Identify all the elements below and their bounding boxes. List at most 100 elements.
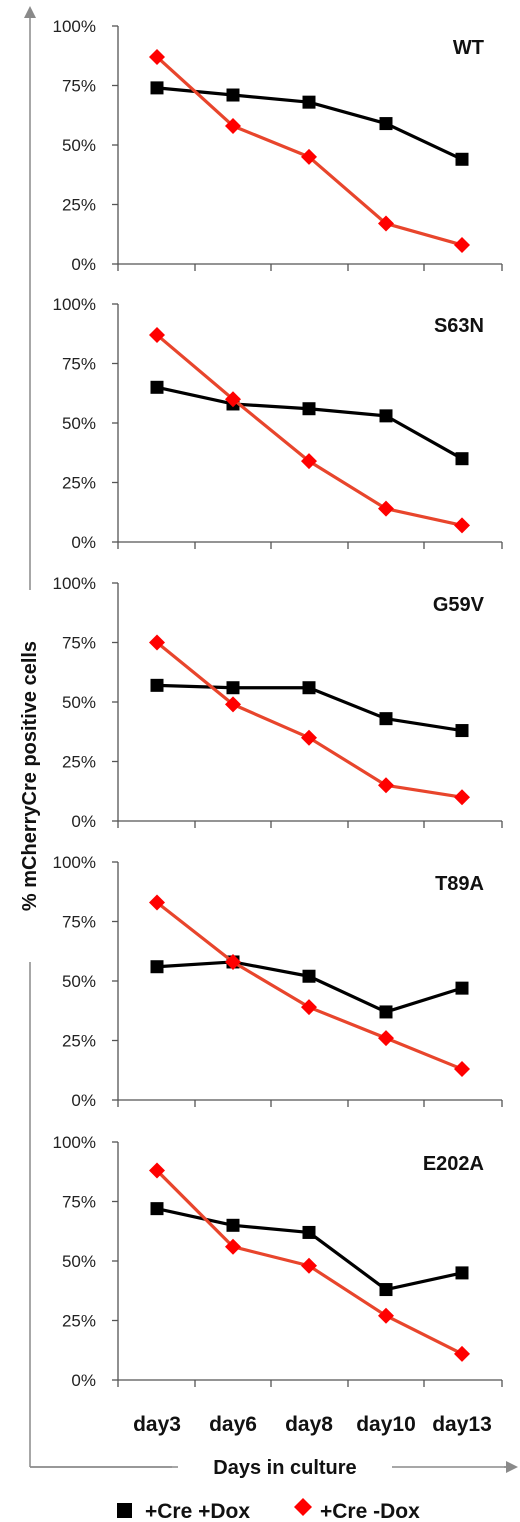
y-tick-label: 0% (71, 812, 96, 831)
y-tick-label: 50% (62, 414, 96, 433)
data-point (302, 969, 316, 983)
data-point (149, 48, 165, 65)
panel-wt: 0% 25% 50% 75% 100% WT (53, 17, 503, 274)
data-point (225, 696, 241, 713)
panel-label-g59v: G59V (433, 594, 485, 616)
panel-s63n: 0% 25% 50% 75% 100% S63N (53, 295, 503, 552)
data-point (149, 634, 165, 651)
y-tick-label: 100% (53, 17, 96, 36)
x-tick-label-day3: day3 (133, 1413, 181, 1436)
y-tick-label: 25% (62, 1032, 96, 1051)
data-point (150, 81, 164, 95)
panel-label-s63n: S63N (434, 315, 484, 337)
data-point (454, 1061, 470, 1078)
data-point (149, 1162, 165, 1179)
data-point (301, 453, 317, 470)
data-point (301, 729, 317, 746)
data-point (150, 678, 164, 692)
y-tick-label: 75% (62, 1193, 96, 1212)
data-point (379, 1283, 393, 1297)
data-point (301, 1257, 317, 1274)
chart-panels: 0% 25% 50% 75% 100% WT 0% 25% 50% 75% 100% S63N 0% 25… (53, 17, 503, 1390)
x-tick-label-day6: day6 (209, 1413, 257, 1436)
data-point (225, 391, 241, 408)
series-line-cre-no-dox (155, 333, 463, 527)
data-point (149, 894, 165, 911)
data-point (378, 215, 394, 232)
data-point (149, 326, 165, 343)
data-point (302, 681, 316, 695)
y-tick-label: 25% (62, 474, 96, 493)
panel-t89a: 0% 25% 50% 75% 100% T89A (53, 853, 503, 1110)
data-point (454, 517, 470, 534)
y-tick-label: 50% (62, 136, 96, 155)
y-tick-label: 25% (62, 1312, 96, 1331)
data-point (226, 681, 240, 695)
y-tick-label: 100% (53, 1133, 96, 1152)
data-point (455, 1266, 469, 1280)
y-tick-label: 50% (62, 1252, 96, 1271)
y-tick-label: 100% (53, 295, 96, 314)
y-tick-label: 75% (62, 355, 96, 374)
series-line-cre-no-dox (155, 641, 463, 799)
data-point (301, 148, 317, 165)
x-tick-label-day13: day13 (432, 1413, 492, 1436)
data-point (455, 724, 469, 738)
y-tick-label: 75% (62, 634, 96, 653)
data-point (455, 152, 469, 166)
x-tick-label-day10: day10 (356, 1413, 416, 1436)
data-point (302, 1225, 316, 1239)
data-point (378, 1030, 394, 1047)
data-point (378, 1307, 394, 1324)
data-point (226, 88, 240, 102)
y-tick-label: 25% (62, 196, 96, 215)
y-tick-label: 75% (62, 913, 96, 932)
panel-e202a: 0% 25% 50% 75% 100% E202A (53, 1133, 503, 1390)
legend-marker-cre-dox (117, 1503, 132, 1518)
y-tick-label: 25% (62, 753, 96, 772)
x-axis-arrow (30, 1452, 518, 1482)
data-point (150, 380, 164, 394)
y-tick-label: 100% (53, 574, 96, 593)
series-line-cre-dox (156, 385, 463, 461)
data-point (454, 236, 470, 253)
legend: +Cre +Dox +Cre -Dox (117, 1498, 420, 1522)
x-tick-labels: day3 day6 day8 day10 day13 (133, 1413, 492, 1436)
data-point (379, 1005, 393, 1019)
data-point (150, 1202, 164, 1216)
x-tick-label-day8: day8 (285, 1413, 333, 1436)
panel-label-t89a: T89A (435, 873, 484, 895)
y-tick-label: 0% (71, 1371, 96, 1390)
data-point (379, 409, 393, 423)
legend-marker-cre-no-dox (294, 1498, 312, 1516)
y-tick-label: 75% (62, 77, 96, 96)
data-point (454, 1345, 470, 1362)
panel-label-wt: WT (453, 37, 484, 59)
y-tick-label: 50% (62, 972, 96, 991)
data-point (225, 117, 241, 134)
y-axis-arrow (17, 6, 43, 1467)
data-point (454, 789, 470, 806)
data-point (226, 1218, 240, 1232)
series-line-cre-no-dox (156, 901, 463, 1071)
y-tick-label: 0% (71, 533, 96, 552)
series-line-cre-dox (156, 1207, 463, 1292)
legend-label-cre-no-dox: +Cre -Dox (320, 1500, 420, 1522)
data-point (225, 1238, 241, 1255)
y-tick-label: 100% (53, 853, 96, 872)
data-point (302, 95, 316, 109)
panel-g59v: 0% 25% 50% 75% 100% G59V (53, 574, 503, 831)
y-tick-label: 50% (62, 693, 96, 712)
x-axis-title: Days in culture (213, 1457, 356, 1479)
y-axis-title: % mCherryCre positive cells (19, 641, 41, 911)
data-point (378, 777, 394, 794)
data-point (378, 500, 394, 517)
legend-label-cre-dox: +Cre +Dox (145, 1500, 250, 1522)
data-point (379, 117, 393, 131)
data-point (225, 953, 241, 970)
y-tick-label: 0% (71, 1091, 96, 1110)
panel-label-e202a: E202A (423, 1153, 484, 1175)
data-point (455, 981, 469, 995)
data-point (150, 960, 164, 974)
